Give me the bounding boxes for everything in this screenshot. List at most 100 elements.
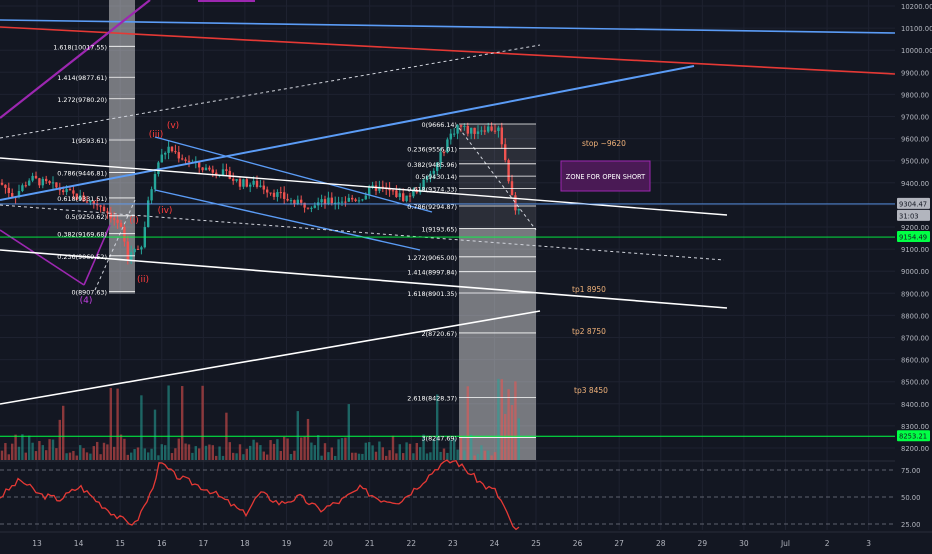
candle-body [259, 185, 262, 187]
volume-bar [34, 451, 38, 460]
volume-bar [306, 418, 310, 460]
candle-body [272, 192, 276, 197]
candle-body [266, 189, 269, 193]
price-tick-label: 8500.00 [901, 379, 929, 387]
candle-body [371, 185, 374, 188]
volume-bar [147, 452, 150, 460]
candle-body [289, 200, 293, 202]
candle-body [136, 248, 140, 250]
fib-right-label: 2(8720.67) [422, 330, 457, 338]
candle-body [55, 182, 58, 188]
candle-body [300, 199, 303, 203]
volume-bar [140, 395, 143, 460]
fib-right-label: 0(9666.14) [422, 121, 457, 129]
candle-body [344, 201, 347, 203]
fib-left-label: 1.414(9877.61) [57, 74, 107, 82]
price-badge-label: 8253.21 [899, 433, 927, 441]
volume-bar [150, 448, 153, 460]
candle-body [153, 173, 157, 190]
candle-body [378, 186, 381, 191]
candle-body [442, 152, 446, 154]
candle-body [235, 179, 238, 181]
candle-body [160, 154, 163, 163]
price-tick-label: 8800.00 [901, 312, 929, 320]
volume-bar [425, 453, 429, 460]
candle-body [456, 125, 459, 134]
volume-bar [351, 452, 354, 460]
time-tick-label: 20 [323, 539, 333, 548]
time-tick-label: 15 [115, 539, 125, 548]
candle-body [351, 197, 354, 200]
fib-right-label: 0.618(9374.33) [407, 185, 457, 193]
volume-bar [245, 448, 248, 460]
volume-bar [514, 381, 517, 460]
candle-body [150, 189, 153, 201]
dotted-lower [0, 204, 725, 261]
candle-body [79, 195, 82, 200]
volume-bar [415, 442, 418, 460]
volume-bar [136, 447, 140, 460]
volume-bar [453, 438, 456, 460]
stop-label: stop ~9620 [582, 139, 626, 148]
white-upper-line [0, 157, 728, 216]
price-badge [897, 430, 930, 442]
tp3-label: tp3 8450 [574, 386, 608, 395]
candle-body [330, 197, 333, 204]
volume-bar [72, 450, 75, 460]
time-tick-label: 13 [32, 539, 42, 548]
candle-body [221, 169, 225, 176]
candle-body [453, 133, 456, 135]
volume-bar [364, 442, 367, 460]
candle-body [395, 190, 398, 198]
dotted-left [94, 199, 136, 291]
volume-bar [303, 436, 306, 460]
candle-body [340, 201, 344, 203]
candle-body [364, 195, 367, 200]
price-tick-label: 10100.00 [901, 25, 932, 33]
volume-bar [85, 452, 89, 460]
volume-bar [102, 442, 106, 460]
volume-bar [276, 439, 279, 460]
volume-bar [198, 448, 201, 460]
volume-bar [215, 455, 218, 460]
time-tick-label: 30 [739, 539, 749, 548]
fib-right-label: 0.786(9294.87) [407, 203, 457, 211]
fib-left-label: 0.618(9331.51) [57, 195, 107, 203]
candle-body [507, 160, 510, 182]
volume-bar [0, 450, 4, 460]
volume-bar [167, 385, 170, 460]
volume-bar [463, 450, 466, 460]
price-tick-label: 9000.00 [901, 268, 929, 276]
fib-left-label: 0.236(9069.52) [57, 253, 107, 261]
price-tick-label: 8700.00 [901, 335, 929, 343]
price-tick-label: 9400.00 [901, 180, 929, 188]
volume-bar [228, 442, 231, 460]
candle-body [228, 170, 231, 179]
candle-body [310, 207, 313, 209]
volume-bar [371, 445, 374, 460]
volume-bar [204, 445, 208, 460]
volume-bar [235, 453, 238, 460]
volume-bar [92, 446, 95, 460]
volume-bar [130, 452, 133, 460]
oscillator-tick-label: 75.00 [901, 467, 920, 475]
price-tick-label: 8600.00 [901, 357, 929, 365]
time-tick-label: 27 [614, 539, 624, 548]
volume-bar [48, 439, 51, 460]
candle-body [21, 185, 24, 192]
fib-right-label: 1.618(8901.35) [407, 290, 457, 298]
candle-body [514, 195, 517, 211]
volume-bar [483, 450, 486, 460]
candle-body [425, 176, 429, 180]
volume-bar [449, 439, 452, 460]
fib-left-label: 0.5(9250.62) [65, 213, 107, 221]
candle-body [500, 127, 503, 145]
volume-bar [378, 441, 381, 460]
volume-bar [266, 454, 269, 460]
blue-top-line [0, 19, 896, 34]
volume-bar [408, 443, 412, 460]
annotations: stop ~9620 ZONE FOR OPEN SHORT tp1 8950 tp2… [80, 121, 651, 395]
volume-bar [320, 455, 323, 460]
